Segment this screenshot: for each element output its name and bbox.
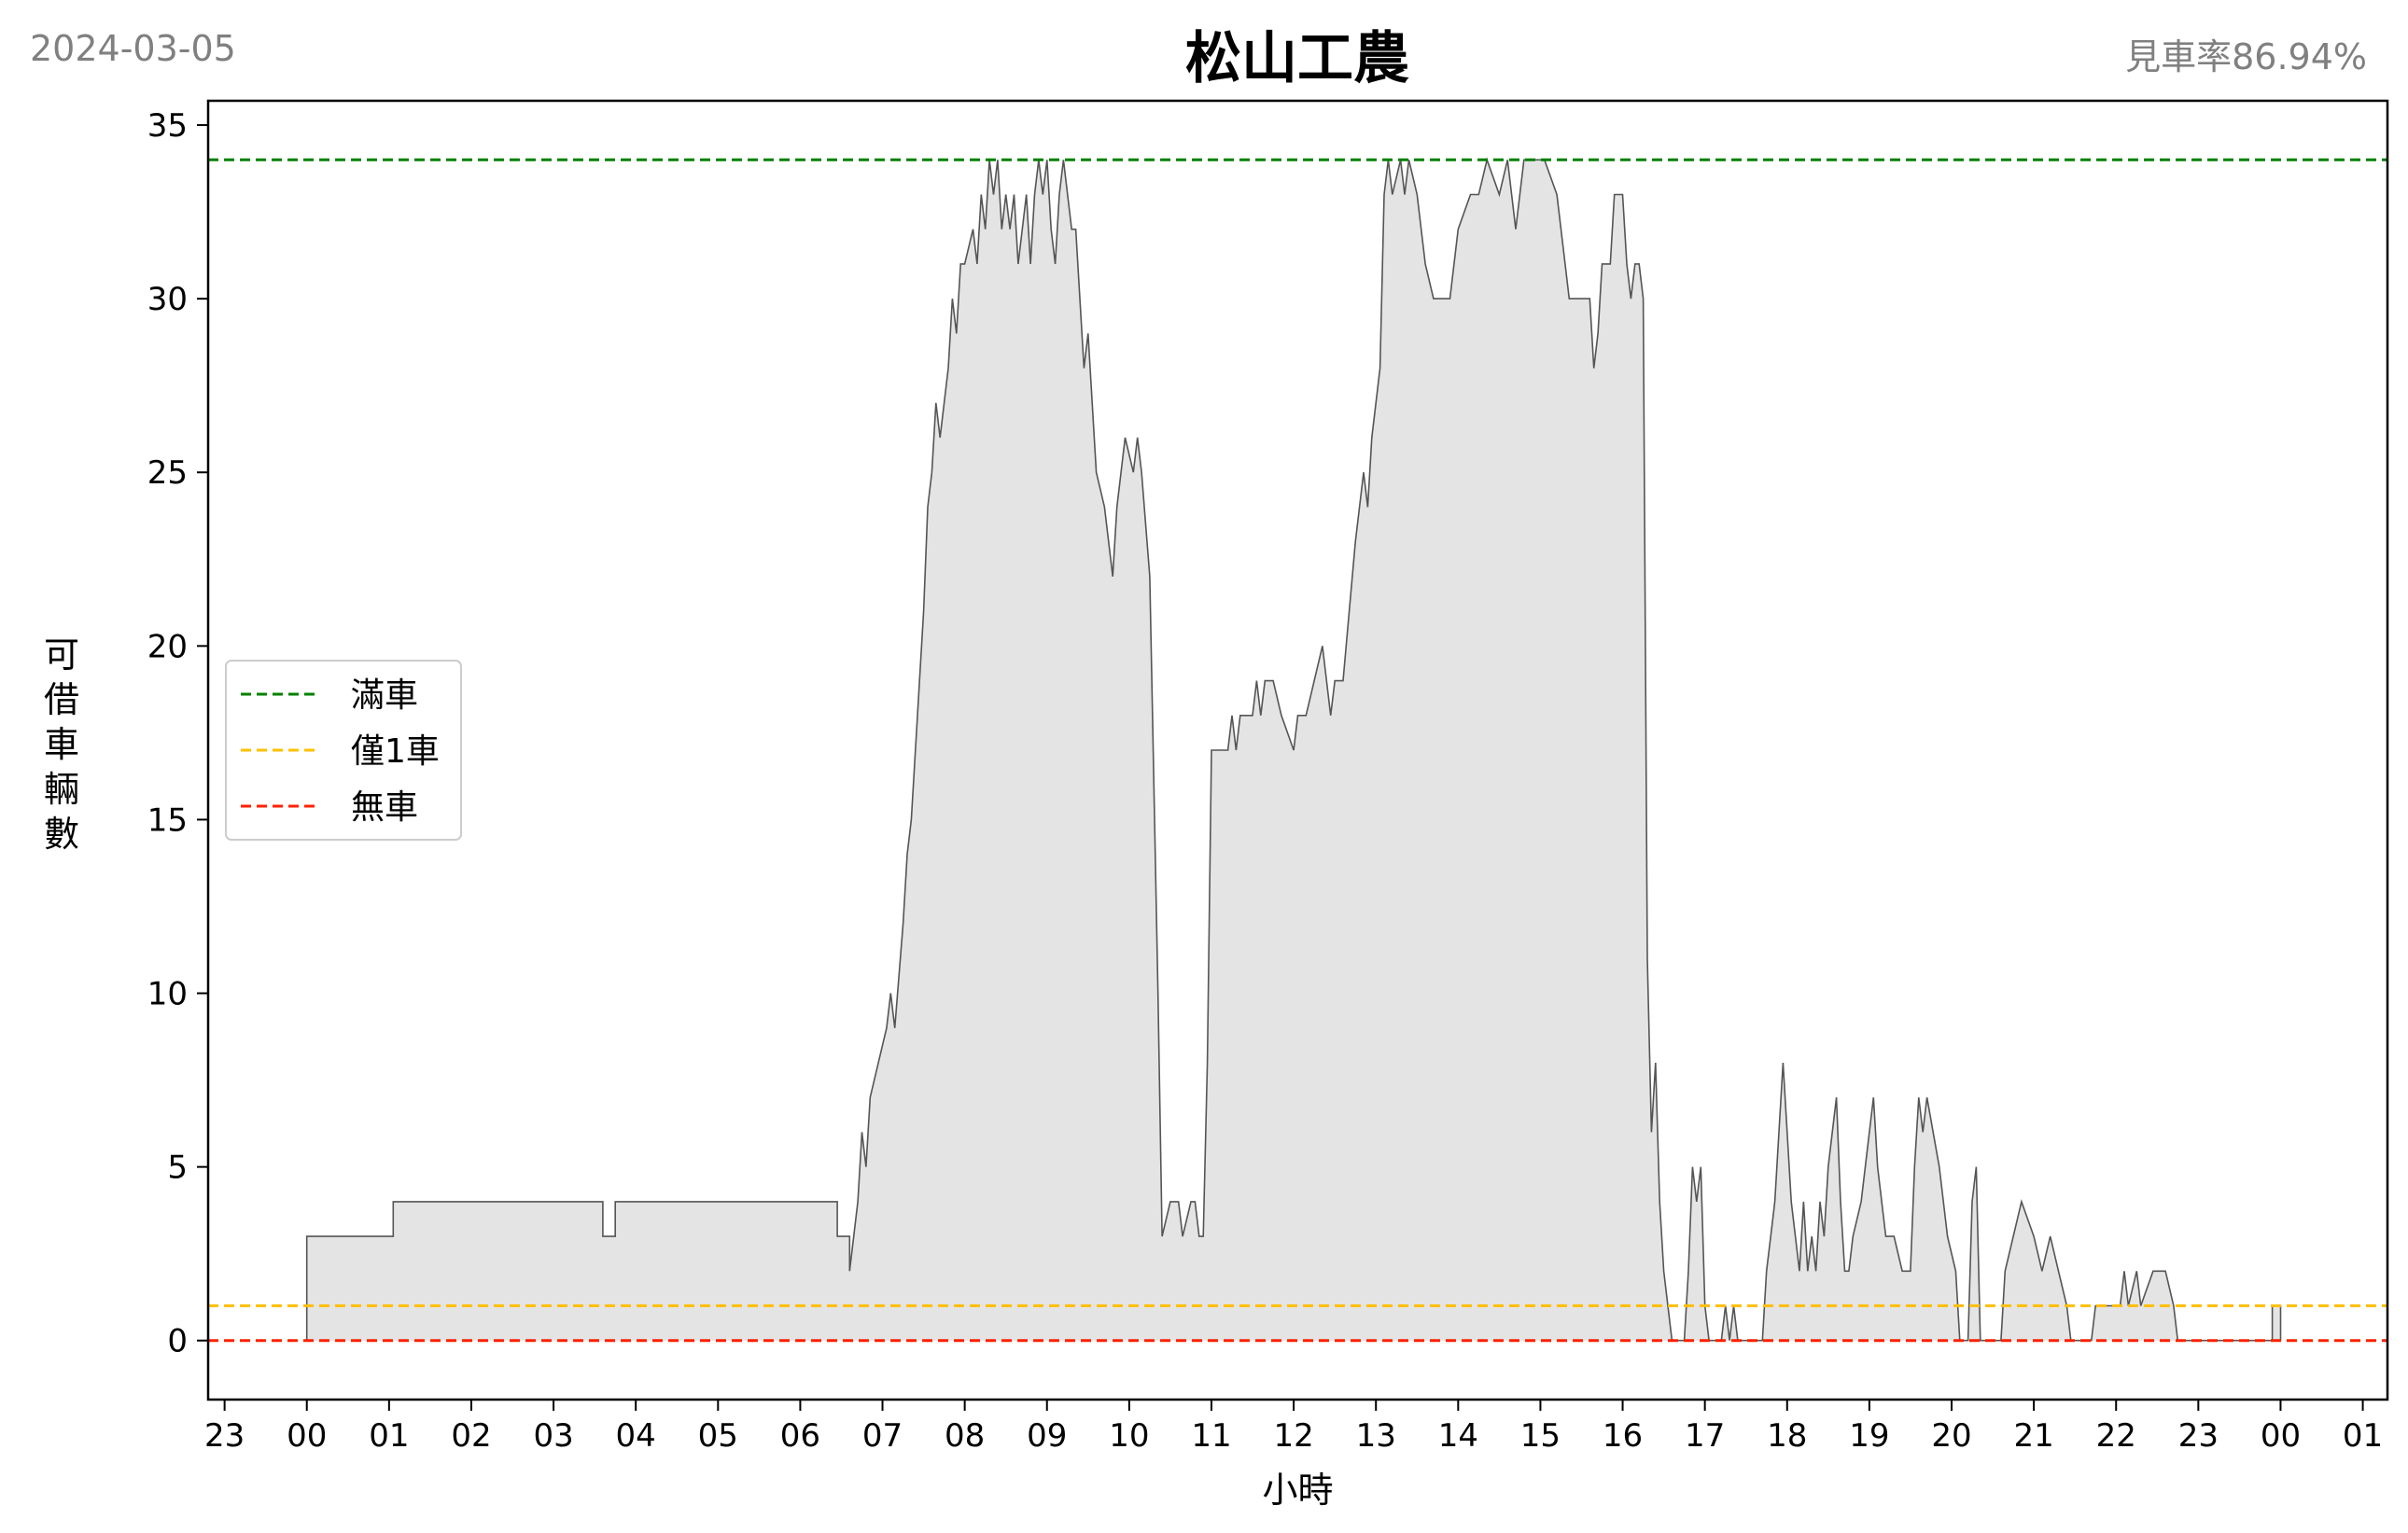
- y-tick-label-5: 5: [167, 1150, 188, 1187]
- x-tick-label-13: 12: [1273, 1417, 1313, 1455]
- y-axis-label: 可借車輛數: [44, 634, 79, 855]
- x-tick-label-14: 13: [1356, 1417, 1396, 1455]
- x-tick-label-11: 10: [1109, 1417, 1149, 1455]
- legend-label-2: 無車: [351, 788, 418, 827]
- legend-box: [225, 660, 462, 841]
- x-tick-label-22: 21: [2013, 1417, 2053, 1455]
- x-tick-label-25: 00: [2261, 1417, 2301, 1455]
- x-tick-label-9: 08: [945, 1417, 985, 1455]
- x-axis-label: 小時: [1262, 1470, 1333, 1511]
- chart-title: 松山工農: [1185, 26, 1409, 91]
- legend-label-1: 僅1車: [351, 732, 440, 771]
- y-tick-label-20: 20: [147, 628, 188, 665]
- x-tick-label-18: 17: [1685, 1417, 1725, 1455]
- x-tick-label-21: 20: [1931, 1417, 1971, 1455]
- x-tick-label-19: 18: [1767, 1417, 1807, 1455]
- x-tick-label-12: 11: [1191, 1417, 1231, 1455]
- y-tick-label-30: 30: [147, 281, 188, 318]
- x-tick-label-23: 22: [2096, 1417, 2136, 1455]
- x-tick-label-2: 01: [369, 1417, 409, 1455]
- x-tick-label-3: 02: [451, 1417, 491, 1455]
- x-tick-label-4: 03: [533, 1417, 573, 1455]
- x-tick-label-20: 19: [1849, 1417, 1889, 1455]
- legend-label-0: 滿車: [351, 676, 418, 715]
- plot-frame: [206, 99, 2389, 1401]
- x-tick-label-7: 06: [780, 1417, 820, 1455]
- x-tick-label-0: 23: [204, 1417, 245, 1455]
- y-tick-label-10: 10: [147, 976, 188, 1013]
- x-tick-label-6: 05: [698, 1417, 738, 1455]
- x-tick-label-15: 14: [1438, 1417, 1478, 1455]
- x-tick-label-17: 16: [1603, 1417, 1643, 1455]
- x-tick-label-10: 09: [1027, 1417, 1067, 1455]
- x-tick-label-16: 15: [1520, 1417, 1561, 1455]
- date-label: 2024-03-05: [30, 28, 236, 69]
- x-tick-label-5: 04: [616, 1417, 656, 1455]
- x-tick-label-26: 01: [2343, 1417, 2383, 1455]
- y-tick-label-25: 25: [147, 454, 188, 492]
- x-tick-label-8: 07: [862, 1417, 903, 1455]
- y-tick-label-35: 35: [147, 107, 188, 145]
- x-tick-label-24: 23: [2178, 1417, 2219, 1455]
- availability-ratio: 見車率86.94%: [2125, 36, 2367, 77]
- y-tick-label-0: 0: [167, 1323, 188, 1360]
- x-tick-label-1: 00: [287, 1417, 327, 1455]
- y-tick-label-15: 15: [147, 801, 188, 839]
- availability-line: [305, 157, 2282, 1342]
